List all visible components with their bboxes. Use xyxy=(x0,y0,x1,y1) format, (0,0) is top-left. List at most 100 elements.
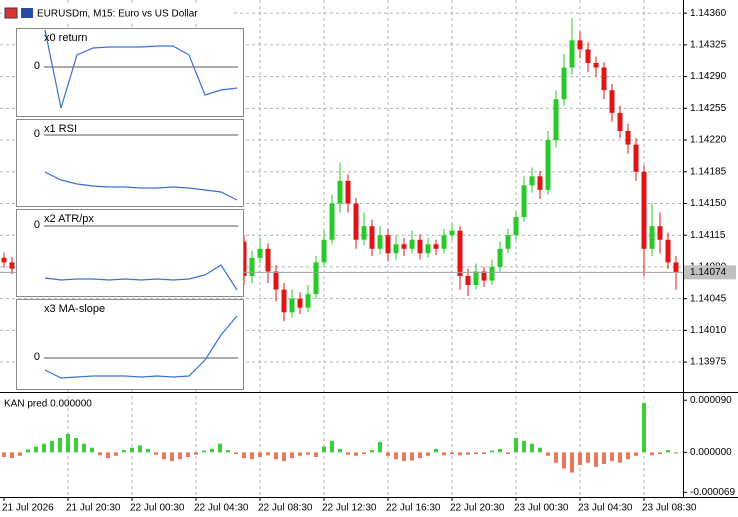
bar xyxy=(362,452,366,455)
candle-body xyxy=(441,235,447,249)
y-tick-label: 1.14360 xyxy=(690,8,727,19)
bar xyxy=(538,447,542,453)
candle-body xyxy=(273,271,279,290)
bar xyxy=(170,452,174,462)
bar xyxy=(162,452,166,460)
y-tick-label: 1.14255 xyxy=(690,103,727,114)
bar xyxy=(450,452,454,455)
bar xyxy=(274,452,278,460)
y-tick-label: -0.000069 xyxy=(690,487,735,498)
bar xyxy=(378,441,382,453)
y-tick-label: 1.14325 xyxy=(690,40,727,51)
panel-tick-label: 0 xyxy=(34,128,40,140)
candle-body xyxy=(553,99,559,141)
feature-panel xyxy=(16,209,244,297)
candle-body xyxy=(385,235,391,254)
candle-body xyxy=(409,239,415,249)
candle-body xyxy=(585,49,591,64)
candle-body xyxy=(617,112,623,131)
y-tick-label: 0.000090 xyxy=(690,395,732,406)
x-tick-label: 22 Jul 20:30 xyxy=(450,503,505,514)
y-tick-label: 0.000000 xyxy=(690,447,732,458)
candle-body xyxy=(449,230,455,236)
candle-body xyxy=(489,266,495,281)
bar xyxy=(314,452,318,458)
bar xyxy=(514,437,518,453)
indicator-title: KAN pred 0.000000 xyxy=(4,399,92,410)
bar xyxy=(674,452,678,454)
candle-body xyxy=(329,203,335,240)
bar xyxy=(346,452,350,455)
bar xyxy=(466,452,470,455)
bar xyxy=(50,440,54,453)
bar xyxy=(546,452,550,456)
feature-panel xyxy=(16,299,244,390)
bar xyxy=(562,452,566,469)
candle-body xyxy=(593,63,599,68)
bar xyxy=(610,452,614,462)
x-tick-label: 22 Jul 08:30 xyxy=(258,503,313,514)
bar xyxy=(2,452,6,458)
bar xyxy=(626,452,630,460)
candle-body xyxy=(321,239,327,263)
candle-body xyxy=(513,217,519,236)
candle-body xyxy=(641,171,647,249)
bar xyxy=(250,452,254,460)
bar xyxy=(386,452,390,456)
bar xyxy=(154,452,158,455)
candle-body xyxy=(9,262,15,269)
bar xyxy=(618,452,622,463)
bar xyxy=(490,450,494,453)
candle-body xyxy=(433,244,439,249)
panel-tick-label: 0 xyxy=(34,60,40,72)
x-tick-label: 21 Jul 2026 xyxy=(2,503,54,514)
bar xyxy=(554,452,558,463)
x-tick-label: 22 Jul 12:30 xyxy=(322,503,377,514)
candle-body xyxy=(497,248,503,267)
candle-body xyxy=(265,248,271,272)
bar xyxy=(442,452,446,456)
y-tick-label: 1.14290 xyxy=(690,71,727,82)
candle-body xyxy=(289,298,295,313)
candle-body xyxy=(625,130,631,145)
x-tick-label: 23 Jul 08:30 xyxy=(642,503,697,514)
bar xyxy=(106,452,110,459)
y-tick-label: 1.14045 xyxy=(690,293,727,304)
y-tick-label: 1.14150 xyxy=(690,198,727,209)
candle-body xyxy=(649,226,655,249)
candle-body xyxy=(297,298,303,308)
candle-body xyxy=(521,185,527,218)
candle-body xyxy=(665,239,671,263)
bar xyxy=(146,448,150,453)
feature-panel xyxy=(16,28,244,117)
bar xyxy=(226,450,230,453)
feature-line xyxy=(44,264,238,291)
candle-body xyxy=(457,230,463,276)
bar xyxy=(570,452,574,473)
candle-body xyxy=(345,180,351,204)
bar xyxy=(58,437,62,453)
feature-line xyxy=(44,171,238,201)
panel-title: x1 RSI xyxy=(44,123,77,135)
feature-line xyxy=(44,29,238,109)
candle-body xyxy=(569,40,575,68)
bar xyxy=(98,452,102,456)
bar xyxy=(234,452,238,455)
x-tick-label: 22 Jul 04:30 xyxy=(194,503,249,514)
bar xyxy=(594,452,598,467)
bar xyxy=(90,447,94,453)
bar xyxy=(418,452,422,459)
bar xyxy=(410,452,414,461)
candle-body xyxy=(353,203,359,240)
bar xyxy=(298,452,302,456)
bar xyxy=(82,443,86,453)
x-tick-label: 21 Jul 20:30 xyxy=(66,503,121,514)
bar xyxy=(338,448,342,453)
bar xyxy=(130,447,134,453)
bar xyxy=(522,440,526,453)
feature-panel xyxy=(16,119,244,207)
y-tick-label: 1.14115 xyxy=(690,230,726,241)
candle-body xyxy=(425,244,431,254)
bar xyxy=(354,452,358,456)
